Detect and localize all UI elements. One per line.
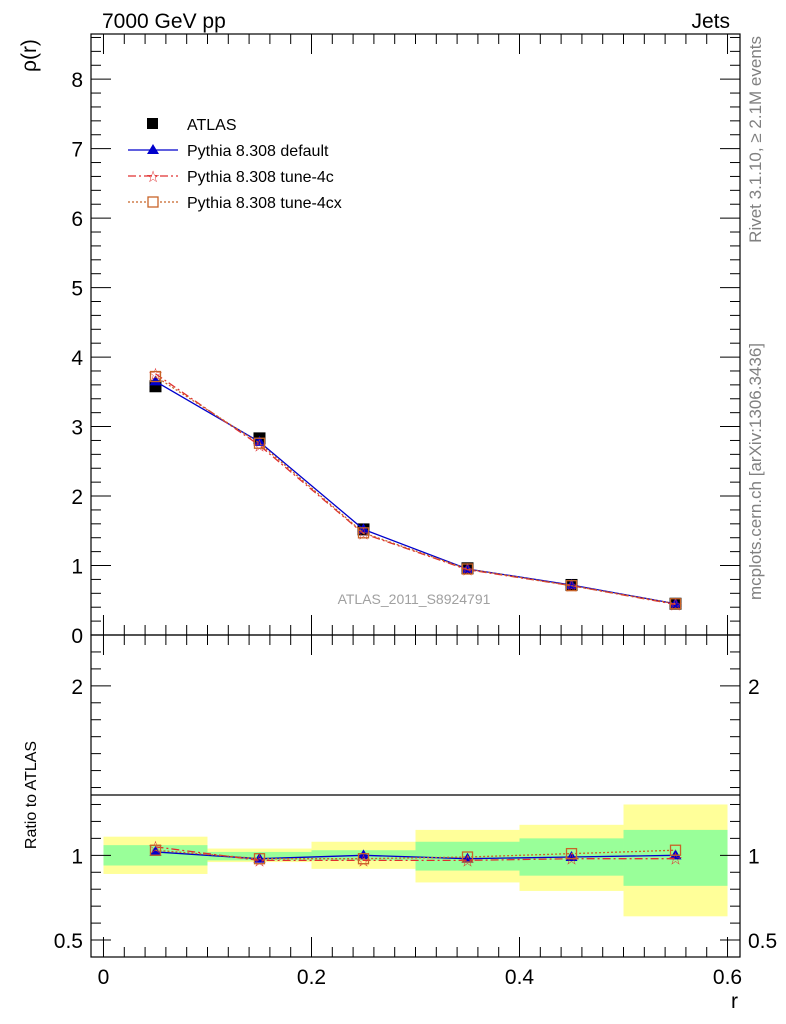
- main-point-pythia-8-308-default: [669, 597, 682, 608]
- main-ytick-label: 3: [71, 417, 83, 440]
- main-line-pythia-8-308-tune-4cx: [155, 375, 676, 605]
- main-y-axis-label: ρ(r): [18, 39, 41, 72]
- legend: ATLAS Pythia 8.308 default ☆ Pythia 8.30…: [128, 117, 342, 212]
- legend-label-tune-4cx: Pythia 8.308 tune-4cx: [187, 195, 342, 212]
- main-point-pythia-8-308-tune-4cx: [149, 370, 162, 383]
- ratio-ytick-label: 2: [71, 676, 83, 699]
- ratio-xtick-label: 0.4: [505, 966, 535, 989]
- main-ytick-label: 0: [71, 625, 83, 648]
- legend-marker-tune-4c: ☆: [146, 167, 160, 186]
- legend-marker-tune-4cx: [147, 196, 159, 208]
- main-point-pythia-8-308-tune-4c: ☆: [356, 525, 371, 545]
- mcplots-side-label: mcplots.cern.ch [arXiv:1306.3436]: [746, 343, 765, 600]
- main-series-group: ☆ ☆ ☆ ☆ ☆ ☆: [148, 365, 683, 616]
- main-point-pythia-8-308-tune-4c: ☆: [252, 436, 267, 456]
- main-point-pythia-8-308-tune-4cx: [461, 563, 474, 575]
- main-ytick-label: 5: [71, 278, 83, 301]
- rivet-side-label: Rivet 3.1.10, ≥ 2.1M events: [746, 36, 765, 243]
- ratio-ytick-label-right: 0.5: [748, 930, 777, 953]
- main-point-pythia-8-308-tune-4cx: [253, 437, 266, 449]
- ratio-point-pythia-8-308-default: [149, 845, 162, 856]
- ratio-series-group: ☆☆ ☆ ☆ ☆ ☆: [148, 838, 683, 872]
- ratio-ytick-label: 0.5: [54, 930, 83, 953]
- main-line-pythia-8-308-default: [155, 380, 676, 605]
- header-right-label: Jets: [691, 10, 730, 33]
- main-ytick-label: 6: [71, 208, 83, 231]
- main-point-pythia-8-308-tune-4c: ☆: [564, 577, 579, 597]
- header-left-label: 7000 GeV pp: [102, 10, 226, 33]
- ratio-ytick-label-right: 1: [748, 845, 760, 868]
- ratio-point-pythia-8-308-tune-4cx: [253, 853, 266, 865]
- ratio-xtick-label: 0: [98, 966, 110, 989]
- ratio-point-pythia-8-308-tune-4c: ☆: [148, 838, 163, 858]
- ratio-ytick-label-right: 2: [748, 676, 760, 699]
- main-axis-ticks: 0 1 2 3 4 5 6 7 8: [71, 34, 740, 648]
- legend-label-default: Pythia 8.308 default: [187, 143, 329, 160]
- analysis-watermark: ATLAS_2011_S8924791: [338, 591, 491, 607]
- x-axis-label: r: [731, 990, 738, 1013]
- ratio-line-pythia-8-308-tune-4c: [155, 846, 676, 862]
- ratio-line-pythia-8-308-tune-4cx: [155, 849, 676, 860]
- ratio-ytick-label: 1: [71, 845, 83, 868]
- ratio-point-pythia-8-308-default: [669, 849, 682, 860]
- ratio-xtick-label: 0.6: [713, 966, 742, 989]
- main-point-pythia-8-308-tune-4cx: [565, 580, 578, 592]
- ratio-point-pythia-8-308-tune-4cx: [357, 853, 370, 865]
- main-line-pythia-8-308-tune-4c: [155, 373, 676, 606]
- main-point-pythia-8-308-default: [149, 375, 162, 386]
- ratio-point-pythia-8-308-tune-4c: ☆: [356, 851, 371, 871]
- ratio-axis-ticks: 0.5 0.5 1 1 2 2 0 0.2 0.4 0.6: [54, 635, 777, 989]
- legend-label-tune-4c: Pythia 8.308 tune-4c: [187, 169, 334, 186]
- legend-marker-atlas: [147, 118, 158, 129]
- legend-marker-default: [147, 144, 159, 154]
- main-point-pythia-8-308-tune-4c: ☆: [460, 561, 475, 581]
- ratio-point-pythia-8-308-tune-4c: ☆: [252, 851, 267, 871]
- ratio-point-pythia-8-308-tune-4cx: [565, 847, 578, 860]
- main-point-pythia-8-308-default: [253, 435, 266, 446]
- main-point-pythia-8-308-tune-4c: ☆: [668, 595, 683, 615]
- main-point-pythia-8-308-tune-4cx: [357, 527, 370, 539]
- main-ytick-label: 1: [71, 556, 83, 579]
- ratio-point-pythia-8-308-tune-4c: ☆: [564, 850, 579, 870]
- main-point-pythia-8-308-tune-4c: ☆: [148, 365, 163, 385]
- ratio-y-axis-label: Ratio to ATLAS: [23, 741, 40, 849]
- ratio-xtick-label: 0.2: [297, 966, 326, 989]
- ratio-point-pythia-8-308-tune-4cx: [461, 851, 474, 863]
- ratio-point-pythia-8-308-tune-4cx: [149, 844, 162, 856]
- legend-label-atlas: ATLAS: [187, 117, 237, 134]
- main-ytick-label: 4: [71, 347, 83, 370]
- main-ytick-label: 7: [71, 139, 83, 162]
- main-ytick-label: 8: [71, 69, 83, 92]
- main-point-pythia-8-308-tune-4cx: [669, 598, 682, 610]
- main-ytick-label: 2: [71, 486, 83, 509]
- ratio-point-pythia-8-308-tune-4cx: [669, 844, 682, 856]
